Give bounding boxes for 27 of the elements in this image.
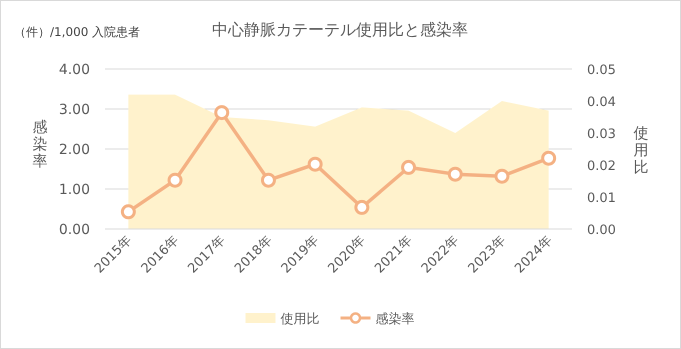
y2-tick-label: 0.04 (587, 95, 616, 110)
y-tick-label: 3.00 (58, 102, 90, 118)
y-axis-title: 感染率 (32, 118, 48, 170)
y-tick-label: 1.00 (58, 182, 90, 198)
y2-tick-label: 0.01 (587, 191, 616, 206)
chart-title: 中心静脈カテーテル使用比と感染率 (212, 20, 468, 39)
y2-axis-title: 使用比 (634, 124, 648, 176)
point (308, 156, 323, 172)
point (260, 172, 276, 188)
y-tick-label: 4.00 (58, 62, 90, 78)
point (401, 160, 416, 175)
point (214, 105, 230, 120)
y2-tick-label: 0.05 (587, 63, 616, 78)
point (120, 204, 136, 220)
legend-label: 使用比 (280, 312, 320, 327)
y2-tick-label: 0.03 (587, 127, 616, 142)
text: （件）/1,000 入院患者 (14, 25, 140, 39)
point (541, 150, 556, 166)
point (448, 166, 463, 182)
point (168, 172, 183, 188)
legend-label: 感染率 (376, 311, 414, 327)
point (494, 168, 510, 184)
y2-tick-label: 0.02 (587, 159, 616, 174)
y-tick-label: 0.00 (58, 222, 90, 238)
y-tick-label: 2.00 (58, 142, 90, 158)
y2-tick-label: 0.00 (587, 223, 616, 238)
point (354, 200, 370, 215)
